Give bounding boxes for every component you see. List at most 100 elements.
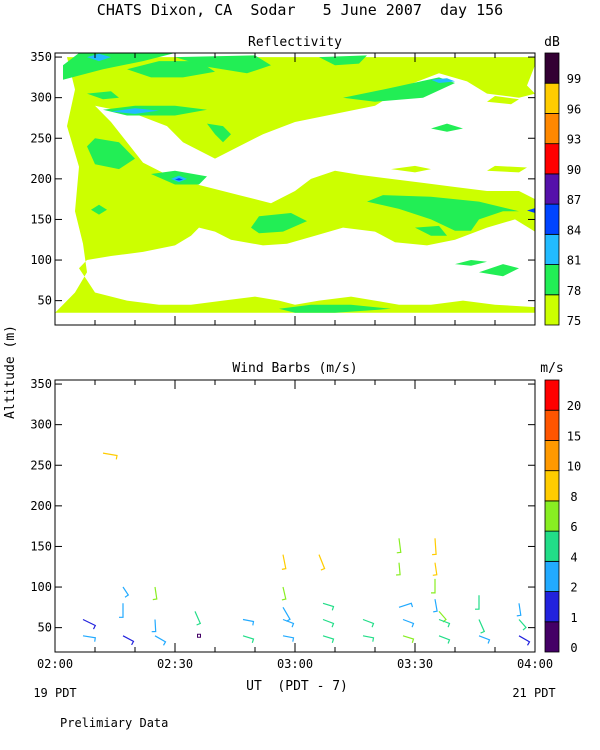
wind-plot (82, 452, 531, 646)
wind-barb (154, 635, 167, 646)
x-axis-label: UT (PDT - 7) (246, 679, 348, 694)
wind-barb (431, 578, 436, 594)
reflectivity-contour (415, 225, 447, 236)
reflectivity-contour (391, 165, 431, 173)
y-axis-label: Altitude (m) (3, 325, 18, 419)
y-tick-label: 50 (38, 621, 52, 635)
wind-barb (281, 554, 287, 570)
wind-barb (119, 603, 124, 618)
x-tick-label: 02:00 (37, 657, 73, 671)
wind-axes: 50 100 150 200 250 300 350 02:00 02:30 03:00 03:30… (30, 377, 553, 671)
reflectivity-axes: 50 100 150 200 250 300 350 (30, 50, 536, 326)
y-tick-label: 50 (38, 294, 52, 308)
colorbar-swatch (544, 173, 560, 205)
wind-barb (281, 586, 287, 601)
y-tick-label: 350 (30, 377, 52, 391)
reflectivity-contour (207, 207, 271, 224)
wind-barb (398, 602, 414, 608)
wind-barb (432, 562, 438, 576)
y-tick-label: 200 (30, 172, 52, 186)
y-tick-label: 300 (30, 91, 52, 105)
wind-barb (82, 618, 97, 630)
wind-barb (322, 618, 335, 628)
reflectivity-contour (207, 123, 231, 143)
reflectivity-panel: Reflectivity 50 100 150 200 250 300 350 75 78 81… (30, 35, 581, 328)
y-tick-label: 100 (30, 253, 52, 267)
reflectivity-contour (111, 108, 159, 114)
wind-barb (518, 635, 531, 646)
wind-barb (151, 619, 157, 633)
reflectivity-contour (251, 213, 307, 234)
colorbar-tick-label: 1 (570, 611, 577, 625)
y-tick-label: 100 (30, 580, 52, 594)
y-tick-label: 150 (30, 539, 52, 553)
reflectivity-contour (479, 264, 519, 277)
y-tick-label: 250 (30, 131, 52, 145)
wind-colorbar: 0 1 2 4 6 8 10 15 20 (544, 379, 581, 655)
reflectivity-contour (91, 204, 107, 215)
x-tick-label: 02:30 (157, 657, 193, 671)
wind-panel: Wind Barbs (m/s) 5010015020025030035002:… (30, 361, 581, 671)
footer-note: Prelimiary Data (60, 716, 168, 730)
colorbar-swatch (544, 470, 560, 502)
wind-barb (242, 618, 255, 626)
y-tick-label: 200 (30, 499, 52, 513)
reflectivity-contour (527, 208, 535, 213)
reflectivity-contour (495, 65, 527, 75)
wind-barb (152, 586, 158, 601)
colorbar-tick-label: 93 (567, 133, 581, 147)
wind-barb (396, 538, 402, 554)
reflectivity-contour (175, 55, 271, 74)
wind-barb (322, 635, 335, 643)
colorbar-swatch (544, 143, 560, 175)
colorbar-tick-label: 78 (567, 284, 581, 298)
colorbar-swatch (544, 530, 560, 562)
wind-barb (432, 538, 437, 556)
reflectivity-contour (63, 53, 175, 80)
colorbar-swatch (544, 113, 560, 145)
reflectivity-contour (279, 304, 391, 313)
colorbar-tick-label: 8 (570, 490, 577, 504)
colorbar-swatch (544, 440, 560, 472)
reflectivity-contour (343, 77, 455, 102)
wind-barb (194, 611, 202, 626)
x-tick-label: 03:30 (397, 657, 433, 671)
wind-barb (516, 603, 522, 617)
reflectivity-contour (175, 178, 183, 181)
colorbar-swatch (544, 409, 560, 441)
colorbar-swatch (544, 82, 560, 114)
colorbar-swatch (544, 203, 560, 235)
wind-barb (475, 595, 480, 610)
wind-colorbar-unit: m/s (540, 361, 563, 376)
wind-barb (322, 602, 335, 611)
y-tick-label: 150 (30, 212, 52, 226)
colorbar-tick-label: 84 (567, 223, 581, 237)
colorbar-tick-label: 10 (567, 460, 581, 474)
colorbar-swatch (544, 591, 560, 623)
reflectivity-colorbar: 75 78 81 84 87 90 93 96 99 (544, 52, 581, 328)
colorbar-tick-label: 87 (567, 193, 581, 207)
colorbar-swatch (544, 52, 560, 84)
colorbar-tick-label: 96 (567, 102, 581, 116)
colorbar-tick-label: 81 (567, 254, 581, 268)
colorbar-tick-label: 20 (567, 399, 581, 413)
wind-barb (478, 619, 486, 634)
reflectivity-contour (87, 53, 111, 62)
reflectivity-base-contour (55, 57, 535, 313)
wind-barb (318, 554, 326, 571)
reflectivity-contour (487, 165, 527, 173)
wind-barb (82, 635, 96, 642)
colorbar-swatch (544, 233, 560, 265)
colorbar-swatch (544, 500, 560, 532)
colorbar-swatch (544, 621, 560, 653)
left-time-label: 19 PDT (33, 686, 76, 700)
wind-barb (122, 586, 130, 598)
colorbar-swatch (544, 294, 560, 326)
reflectivity-contour (431, 78, 455, 83)
reflectivity-colorbar-unit: dB (544, 35, 560, 50)
y-tick-label: 250 (30, 458, 52, 472)
reflectivity-contour (431, 123, 463, 132)
right-time-label: 21 PDT (512, 686, 555, 700)
colorbar-tick-label: 90 (567, 163, 581, 177)
